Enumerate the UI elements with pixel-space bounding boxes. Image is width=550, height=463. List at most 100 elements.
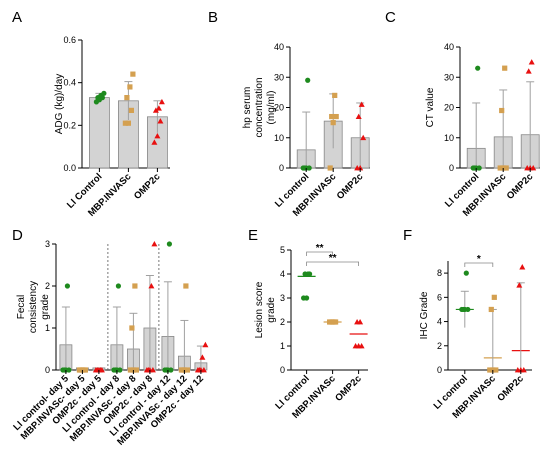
data-point-D-5-4 [148, 283, 155, 289]
data-point-E-1-3 [328, 319, 334, 325]
data-point-C-1-4 [502, 65, 508, 71]
data-point-F-2-2 [520, 367, 527, 373]
panel-label-a: A [12, 9, 22, 26]
y-axis-label-A: ADG (kg)/day [54, 74, 65, 135]
y-tick-label-B-0: 0 [279, 163, 284, 173]
data-point-A-1-2 [128, 107, 134, 113]
data-point-D-4-4 [132, 283, 138, 289]
data-point-B-1-0 [327, 165, 333, 171]
data-point-E-2-4 [357, 319, 364, 325]
data-point-D-1-3 [78, 367, 84, 373]
data-point-A-1-5 [130, 71, 136, 77]
panel-label-e: E [248, 227, 258, 244]
data-point-B-2-1 [357, 165, 364, 171]
y-tick-label-E-0: 0 [280, 365, 285, 375]
significance-bracket-E-1 [306, 261, 360, 266]
data-point-D-4-3 [129, 325, 135, 331]
data-point-F-1-2 [493, 367, 499, 373]
data-point-D-5-5 [151, 241, 158, 247]
data-point-F-0-4 [463, 270, 469, 276]
data-point-F-0-3 [460, 306, 466, 313]
category-label-A-2: OMP2c [132, 171, 163, 202]
data-point-F-1-4 [491, 294, 497, 300]
panel-label-d: D [12, 227, 23, 244]
y-tick-label-A-1: 0.2 [63, 120, 76, 130]
data-point-D-7-4 [183, 283, 189, 289]
y-axis-label-E: Lesion scoregrade [254, 281, 277, 338]
y-tick-label-B-1: 10 [274, 133, 284, 143]
data-point-B-2-4 [358, 101, 365, 107]
category-label-C-2: OMP2c [505, 171, 536, 202]
data-point-A-1-3 [124, 95, 130, 101]
y-tick-label-B-2: 20 [274, 103, 284, 113]
y-tick-label-A-2: 0.4 [63, 78, 76, 88]
panel-labels: A B C D E F [12, 9, 412, 244]
data-point-A-2-4 [155, 105, 162, 111]
y-tick-label-E-4: 4 [280, 269, 285, 279]
data-point-C-1-2 [503, 165, 509, 171]
data-point-E-0-1 [304, 295, 310, 301]
significance-label-F-0: * [477, 254, 481, 265]
data-point-A-1-1 [125, 120, 131, 126]
data-point-A-2-1 [154, 133, 161, 139]
y-axis-label-C: CT value [425, 87, 436, 127]
data-point-C-0-4 [475, 65, 481, 71]
significance-bracket-F-0 [464, 262, 494, 267]
data-point-C-1-0 [497, 165, 503, 171]
panel-label-b: B [208, 9, 218, 26]
data-point-D-0-2 [66, 367, 72, 373]
data-point-D-6-4 [166, 241, 172, 247]
data-point-E-1-4 [331, 319, 337, 325]
data-point-D-8-5 [202, 341, 209, 348]
category-label-E-2: OMP2c [333, 373, 364, 404]
data-point-D-6-2 [168, 367, 174, 373]
y-tick-label-D-3: 3 [45, 239, 50, 249]
data-point-A-1-4 [127, 84, 133, 90]
data-point-D-5-2 [149, 367, 156, 373]
data-point-C-1-3 [499, 107, 505, 114]
data-point-D-8-4 [199, 354, 206, 360]
data-point-F-2-3 [516, 282, 523, 288]
panel-label-f: F [403, 227, 412, 244]
y-tick-label-D-2: 2 [45, 281, 50, 291]
data-point-B-0-2 [306, 165, 312, 171]
panel-label-c: C [385, 9, 396, 26]
data-point-F-1-0 [487, 367, 493, 373]
data-point-B-1-2 [333, 113, 339, 120]
data-point-D-1-4 [81, 367, 87, 373]
y-tick-label-D-0: 0 [45, 365, 50, 375]
y-tick-label-B-3: 30 [274, 72, 284, 82]
y-tick-label-F-0: 0 [437, 365, 442, 375]
y-tick-label-C-0: 0 [449, 163, 454, 173]
data-point-B-2-2 [360, 134, 367, 141]
data-point-B-0-4 [305, 77, 311, 83]
data-point-D-4-0 [127, 367, 133, 373]
data-point-D-3-2 [117, 367, 123, 373]
y-tick-label-A-3: 0.6 [63, 35, 76, 45]
y-axis-label-D: Fecalconsistencygrade [16, 281, 51, 333]
bar-A-0 [89, 97, 110, 169]
data-point-A-2-3 [152, 107, 159, 113]
data-point-F-1-3 [488, 306, 494, 313]
significance-label-E-1: ** [329, 253, 337, 264]
y-tick-label-C-4: 40 [444, 42, 454, 52]
data-point-E-2-2 [358, 343, 365, 349]
data-point-B-1-4 [332, 92, 338, 98]
data-point-D-0-4 [64, 283, 70, 289]
y-tick-label-C-1: 10 [444, 133, 454, 143]
y-tick-label-A-0: 0.0 [63, 163, 76, 173]
y-tick-label-E-1: 1 [280, 341, 285, 351]
y-tick-label-F-3: 6 [437, 292, 442, 302]
y-axis-label-B: hp serumconcentration(mg/ml) [242, 77, 277, 137]
data-point-A-2-5 [158, 98, 165, 105]
category-label-B-2: OMP2c [335, 171, 366, 202]
y-tick-label-C-3: 30 [444, 72, 454, 82]
y-axis-label-F: IHC Grade [419, 291, 430, 339]
data-point-A-2-2 [157, 118, 164, 124]
